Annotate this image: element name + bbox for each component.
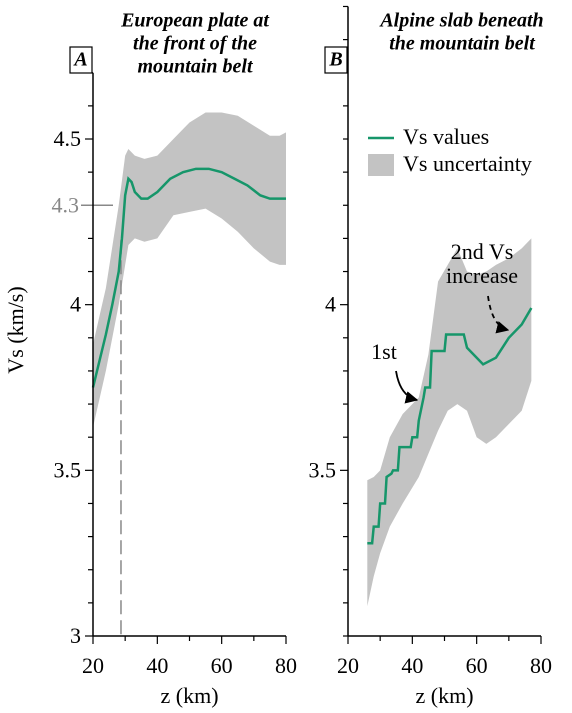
annotation-arrow	[395, 370, 419, 404]
y-tick-label: 3.5	[309, 457, 337, 482]
panel-letter: A	[72, 49, 87, 71]
x-axis-label: z (km)	[415, 683, 473, 708]
annotation-arrow	[487, 295, 510, 334]
panel-title: the mountain belt	[389, 33, 536, 55]
x-axis-label: z (km)	[160, 683, 218, 708]
x-tick-label: 20	[337, 653, 359, 678]
x-tick-label: 60	[211, 653, 233, 678]
annotation: 2nd Vs	[451, 239, 514, 264]
uncertainty-band	[93, 112, 286, 428]
vs-line	[91, 167, 286, 388]
panel-title: mountain belt	[137, 56, 253, 78]
x-tick-label: 40	[146, 653, 168, 678]
uncertainty-band	[367, 238, 532, 607]
y-tick-label: 4	[70, 292, 81, 317]
legend-label: Vs values	[403, 124, 489, 149]
panel-box	[69, 46, 93, 74]
legend-swatch	[368, 154, 394, 176]
x-tick-label: 40	[401, 653, 423, 678]
annotation: increase	[446, 263, 518, 288]
x-tick-label: 20	[82, 653, 104, 678]
panel-box	[324, 46, 348, 74]
x-tick-label: 80	[275, 653, 297, 678]
y-axis-label: Vs (km/s)	[3, 286, 28, 373]
reference-tick-label: 4.3	[52, 192, 80, 217]
legend-label: Vs uncertainty	[403, 151, 532, 176]
y-tick-label: 4	[325, 292, 336, 317]
panel-title: Alpine slab beneath	[378, 10, 543, 32]
x-tick-label: 60	[466, 653, 488, 678]
vs-line	[367, 307, 533, 545]
panel-letter: B	[328, 49, 342, 71]
y-tick-label: 3.5	[54, 457, 82, 482]
annotation: 1st	[371, 339, 397, 364]
panel-title: the front of the	[133, 33, 257, 55]
panel-title: European plate at	[120, 10, 270, 32]
y-tick-label: 4.5	[54, 126, 82, 151]
x-tick-label: 80	[530, 653, 552, 678]
y-tick-label: 3	[70, 623, 81, 648]
